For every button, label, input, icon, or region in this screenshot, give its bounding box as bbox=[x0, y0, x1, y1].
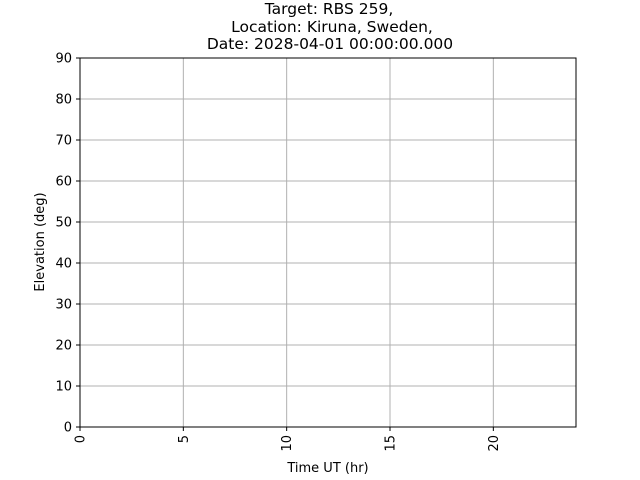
x-tick-label: 0 bbox=[74, 435, 89, 443]
y-tick-label: 60 bbox=[55, 175, 72, 190]
title-line-date: Date: 2028-04-01 00:00:00.000 bbox=[207, 35, 453, 53]
plot-area-frame bbox=[79, 57, 577, 428]
x-tick-label: 15 bbox=[384, 435, 399, 452]
y-tick-label: 50 bbox=[55, 216, 72, 231]
y-tick-label: 30 bbox=[55, 298, 72, 313]
y-axis-label: Elevation (deg) bbox=[33, 192, 48, 291]
gridlines bbox=[79, 57, 576, 428]
y-tick-label: 0 bbox=[64, 421, 72, 436]
y-tick-label: 40 bbox=[55, 257, 72, 272]
x-axis-label: Time UT (hr) bbox=[286, 461, 368, 476]
y-tick-label: 70 bbox=[55, 134, 72, 149]
x-tick-label: 5 bbox=[177, 435, 192, 443]
y-tick-label: 90 bbox=[55, 52, 72, 67]
chart-title: Target: RBS 259, Location: Kiruna, Swede… bbox=[207, 0, 453, 53]
x-tick-label: 10 bbox=[280, 435, 295, 452]
y-tick-label: 80 bbox=[55, 93, 72, 108]
x-tick-label: 20 bbox=[487, 435, 502, 452]
title-line-location: Location: Kiruna, Sweden, bbox=[231, 18, 433, 36]
title-line-target: Target: RBS 259, bbox=[264, 0, 394, 18]
y-axis-ticks: 0 10 20 30 40 50 60 70 80 90 bbox=[55, 52, 80, 436]
y-tick-label: 10 bbox=[55, 380, 72, 395]
y-tick-label: 20 bbox=[55, 339, 72, 354]
x-axis-ticks: 0 5 10 15 20 bbox=[74, 427, 502, 452]
